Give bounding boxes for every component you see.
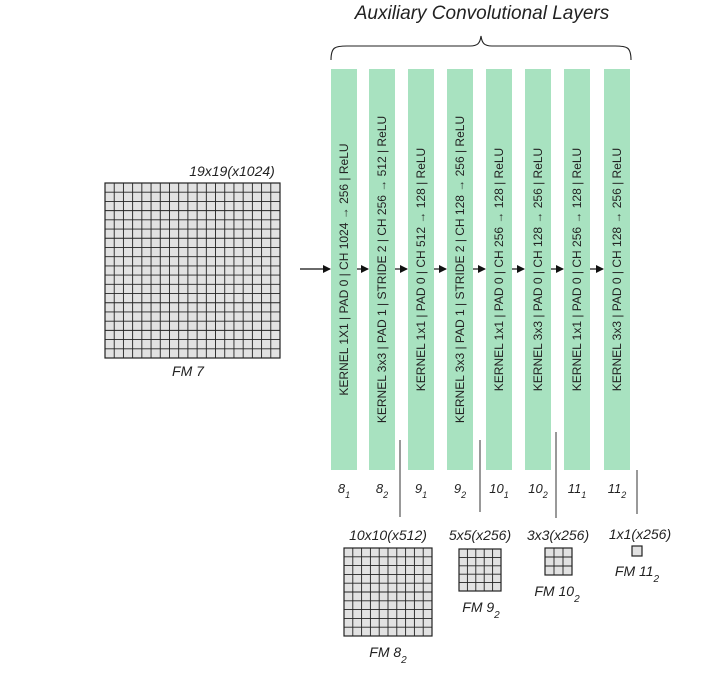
layer-block <box>447 69 473 470</box>
output-connectors <box>399 432 638 518</box>
layer-spec: KERNEL 1x1 | PAD 0 | CH 256 → 128 | ReLU <box>492 148 506 391</box>
output-fm-fm-8-2: 10x10(x512) FM 82 <box>343 527 433 666</box>
output-fm-dims: 1x1(x256) <box>609 526 671 542</box>
layer-block <box>525 69 551 470</box>
layer-spec: KERNEL 1x1 | PAD 0 | CH 256 → 128 | ReLU <box>570 148 584 391</box>
layer-label: 92 <box>454 481 466 500</box>
output-fm-fm-11-2: 1x1(x256) FM 112 <box>609 526 671 585</box>
input-grid-cells <box>104 182 281 359</box>
layer-spec: KERNEL 3x3 | PAD 0 | CH 128 → 256 | ReLU <box>610 148 624 391</box>
conv-layer-8-2: KERNEL 3x3 | PAD 1 | STRIDE 2 | CH 256 →… <box>369 69 395 500</box>
layer-spec: KERNEL 3x3 | PAD 1 | STRIDE 2 | CH 128 →… <box>453 116 467 423</box>
layer-label: 81 <box>338 481 350 500</box>
layer-label: 111 <box>568 481 587 500</box>
output-fm-label: FM 82 <box>369 644 407 666</box>
layer-block <box>604 69 630 470</box>
output-fm-dims: 10x10(x512) <box>349 527 427 543</box>
conv-layer-10-1: KERNEL 1x1 | PAD 0 | CH 256 → 128 | ReLU… <box>486 69 512 500</box>
layer-block <box>369 69 395 470</box>
input-feature-map-grid <box>104 182 281 359</box>
output-fm-label: FM 112 <box>615 563 660 585</box>
diagram-title: Auxiliary Convolutional Layers <box>354 3 610 24</box>
layer-spec: KERNEL 1X1 | PAD 0 | CH 1024 → 256 | ReL… <box>337 143 351 395</box>
output-fm-grid <box>631 545 643 557</box>
layer-block <box>564 69 590 470</box>
output-fm-fm-9-2: 5x5(x256) FM 92 <box>449 527 511 621</box>
input-fm-dims: 19x19(x1024) <box>189 163 275 179</box>
conv-layer-11-1: KERNEL 1x1 | PAD 0 | CH 256 → 128 | ReLU… <box>564 69 590 500</box>
conv-layer-9-2: KERNEL 3x3 | PAD 1 | STRIDE 2 | CH 128 →… <box>447 69 473 500</box>
layer-spec: KERNEL 3x3 | PAD 1 | STRIDE 2 | CH 256 →… <box>375 116 389 423</box>
layer-label: 82 <box>376 481 388 500</box>
output-fm-fm-10-2: 3x3(x256) FM 102 <box>527 527 589 605</box>
layer-spec: KERNEL 1x1 | PAD 0 | CH 512 → 128 | ReLU <box>414 148 428 391</box>
layer-label: 91 <box>415 481 427 500</box>
output-fm-label: FM 102 <box>534 583 580 605</box>
output-fm-dims: 3x3(x256) <box>527 527 589 543</box>
output-fm-label: FM 92 <box>462 599 500 621</box>
conv-layer-10-2: KERNEL 3x3 | PAD 0 | CH 128 → 256 | ReLU… <box>525 69 551 500</box>
layers-brace <box>330 35 632 61</box>
conv-layer-8-1: KERNEL 1X1 | PAD 0 | CH 1024 → 256 | ReL… <box>331 69 357 500</box>
layer-block <box>331 69 357 470</box>
output-fm-grid <box>343 547 433 637</box>
layer-block <box>486 69 512 470</box>
conv-layer-9-1: KERNEL 1x1 | PAD 0 | CH 512 → 128 | ReLU… <box>408 69 434 500</box>
output-fm-grid <box>458 548 502 592</box>
layer-spec: KERNEL 3x3 | PAD 0 | CH 128 → 256 | ReLU <box>531 148 545 391</box>
layer-block <box>408 69 434 470</box>
input-fm-label: FM 7 <box>172 363 205 379</box>
layer-label: 101 <box>489 481 508 500</box>
layer-label: 112 <box>608 481 627 500</box>
layer-label: 102 <box>528 481 547 500</box>
conv-layer-11-2: KERNEL 3x3 | PAD 0 | CH 128 → 256 | ReLU… <box>604 69 630 500</box>
output-fm-dims: 5x5(x256) <box>449 527 511 543</box>
output-fm-grid <box>544 547 573 576</box>
conv-layers: KERNEL 1X1 | PAD 0 | CH 1024 → 256 | ReL… <box>331 69 630 500</box>
output-feature-maps: 10x10(x512) FM 82 5x5(x256) FM 92 3x3(x256) F… <box>343 526 671 666</box>
